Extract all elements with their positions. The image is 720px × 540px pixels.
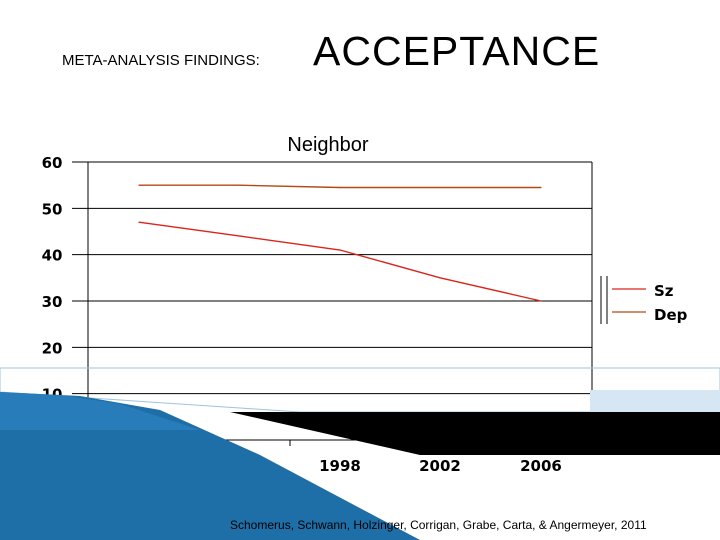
data-point-dep — [439, 186, 441, 189]
y-tick-label: 30 — [42, 293, 63, 311]
gridlines — [72, 161, 592, 441]
x-tick-label-1998: 1998 — [319, 457, 361, 475]
data-point-sz — [540, 300, 542, 302]
legend: Sz Dep — [600, 276, 688, 324]
legend-label-sz: Sz — [654, 282, 674, 300]
y-tick-label: 50 — [42, 200, 63, 218]
data-point-dep — [138, 184, 140, 186]
data-point-sz — [138, 221, 140, 223]
slide-subtitle: META-ANALYSIS FINDINGS: — [62, 52, 260, 69]
y-tick-label: 60 — [42, 154, 63, 172]
slide-title: ACCEPTANCE — [313, 28, 601, 74]
y-tick-label: 20 — [42, 339, 63, 357]
chart-title: Neighbor — [287, 134, 369, 156]
x-tick-label-2002: 2002 — [419, 457, 461, 475]
series-line-sz — [138, 221, 542, 302]
legend-label-dep: Dep — [654, 306, 688, 324]
data-point-dep — [540, 186, 542, 189]
x-tick-label-2006: 2006 — [520, 457, 562, 475]
data-point-dep — [339, 186, 341, 189]
slide-decoration — [0, 367, 720, 540]
data-point-sz — [339, 249, 341, 251]
data-point-sz — [439, 277, 441, 279]
y-tick-label: 40 — [42, 247, 63, 265]
data-point-dep — [239, 184, 241, 186]
data-point-sz — [239, 235, 241, 237]
series-lines — [138, 184, 542, 302]
citation: Schomerus, Schwann, Holzinger, Corrigan,… — [230, 518, 647, 532]
